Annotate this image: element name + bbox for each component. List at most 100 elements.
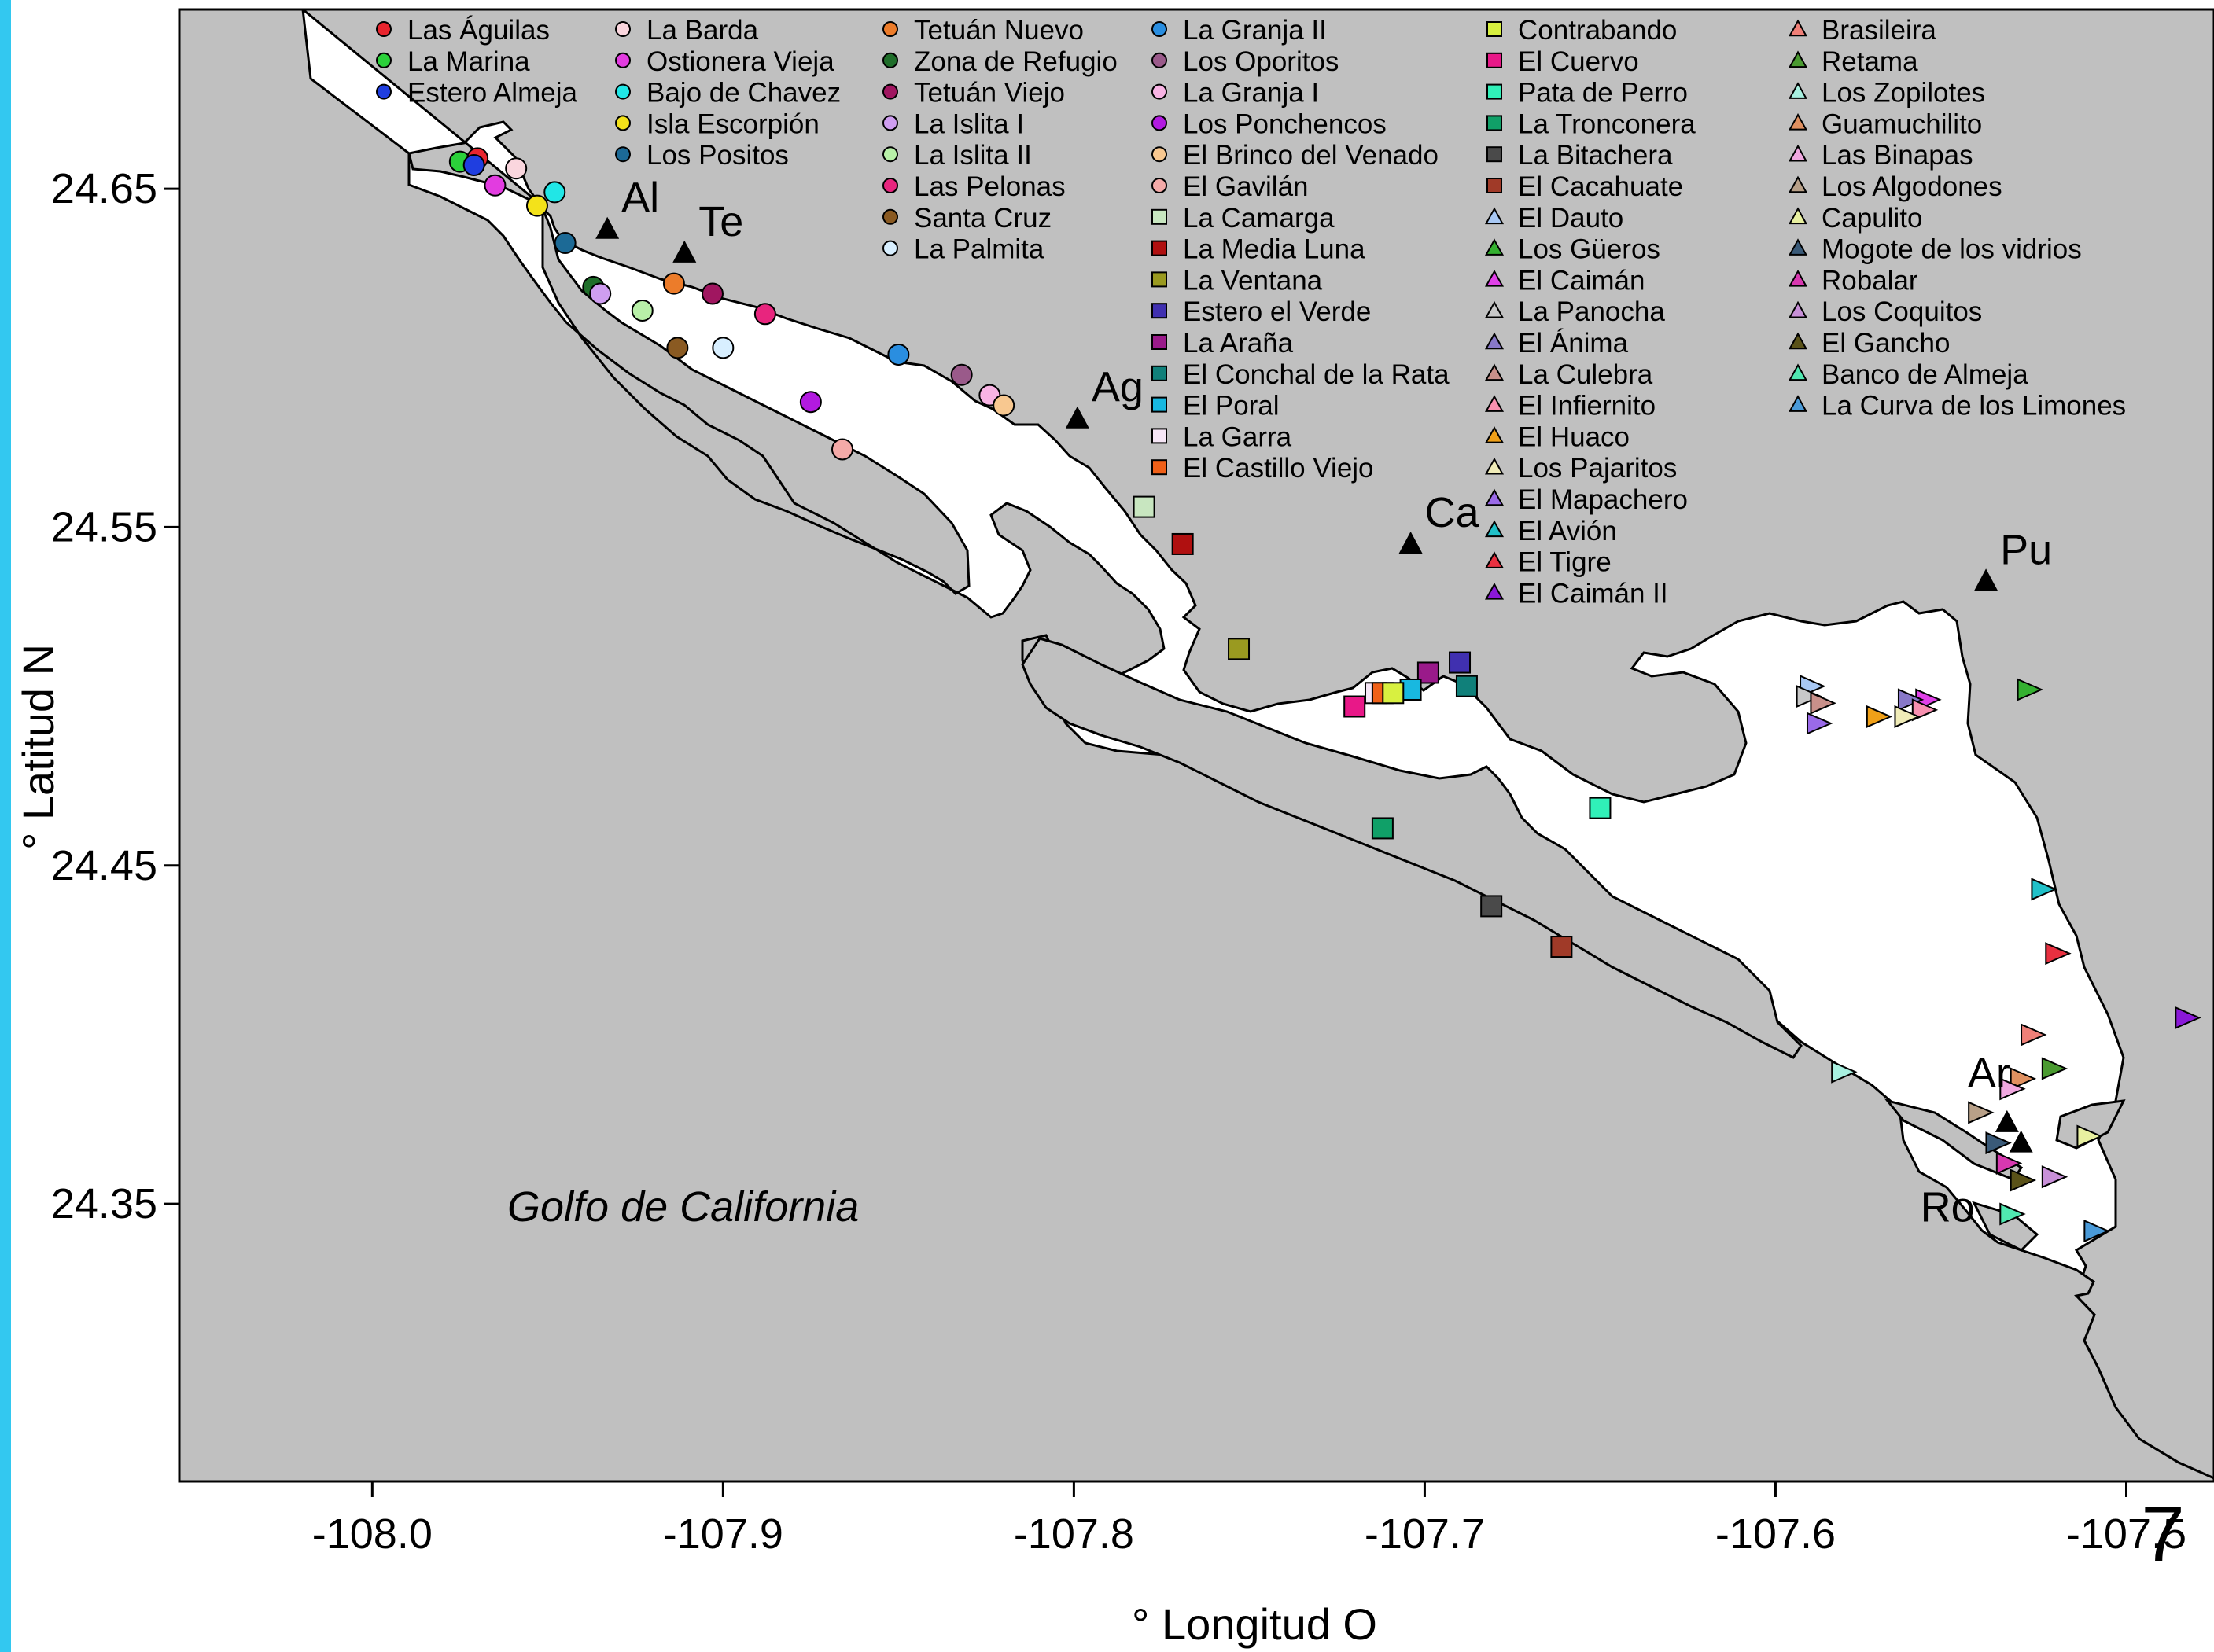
legend-marker — [1484, 551, 1505, 568]
site-marker — [2175, 1006, 2201, 1029]
legend-marker — [1151, 365, 1167, 381]
site-marker — [993, 394, 1015, 417]
legend-marker — [1788, 332, 1808, 350]
legend-label: Capulito — [1822, 203, 1922, 234]
legend-marker — [1151, 146, 1167, 163]
site-marker — [525, 194, 548, 217]
town-label: Ar — [1968, 1050, 2010, 1097]
y-tick-label: 24.45 — [51, 842, 157, 889]
legend-marker — [1484, 582, 1505, 600]
site-marker — [1806, 712, 1833, 735]
x-tick-label: -107.5 — [2066, 1510, 2186, 1558]
legend-label: Las Binapas — [1822, 140, 1973, 171]
legend-label: Retama — [1822, 46, 1918, 77]
legend-marker — [1788, 207, 1808, 225]
site-marker — [484, 174, 507, 197]
legend-label: El Brinco del Venado — [1183, 140, 1439, 171]
site-marker — [1911, 698, 1939, 722]
y-tick-label: 24.35 — [51, 1180, 157, 1227]
legend-label: La Culebra — [1518, 359, 1653, 390]
legend-marker — [1484, 520, 1505, 538]
town-label: Ca — [1425, 489, 1480, 536]
legend-marker — [1486, 83, 1502, 100]
site-marker — [462, 153, 485, 176]
legend-marker — [882, 178, 898, 193]
legend-marker — [1484, 425, 1505, 443]
site-marker — [2010, 1168, 2037, 1192]
legend-label: La Panocha — [1518, 296, 1665, 327]
site-marker — [2045, 942, 2072, 966]
legend-label: El Cuervo — [1518, 46, 1639, 77]
x-tick-label: -107.9 — [663, 1510, 783, 1558]
site-marker — [701, 282, 724, 305]
legend-label: La Curva de los Limones — [1822, 391, 2126, 421]
site-marker — [2083, 1220, 2110, 1243]
legend-label: El Poral — [1183, 391, 1280, 421]
legend-label: Pata de Perro — [1518, 78, 1688, 109]
site-marker — [1796, 685, 1823, 708]
legend-label: El Ánima — [1518, 328, 1629, 359]
legend-label: La Islita II — [914, 140, 1032, 171]
legend-label: El Conchal de la Rata — [1183, 359, 1450, 390]
site-marker — [554, 231, 577, 254]
site-marker — [666, 337, 689, 359]
legend-marker — [1151, 271, 1167, 288]
legend-marker — [615, 21, 631, 37]
y-axis-title: ° Latitud N — [13, 644, 63, 850]
legend-label: Banco de Almeja — [1822, 359, 2028, 390]
town-marker — [672, 240, 697, 263]
town-marker — [1065, 406, 1089, 429]
legend-marker — [1486, 115, 1502, 131]
site-marker — [505, 157, 528, 180]
legend-marker — [1486, 178, 1502, 193]
legend-label: El Dauto — [1518, 203, 1623, 234]
site-marker — [1449, 651, 1472, 674]
legend-label: El Castillo Viejo — [1183, 453, 1374, 484]
x-tick-label: -108.0 — [312, 1510, 433, 1558]
legend-marker — [1484, 207, 1505, 225]
legend-label: El Caimán II — [1518, 578, 1668, 609]
legend-marker — [1484, 332, 1505, 350]
legend-marker — [882, 52, 898, 68]
site-marker — [2010, 1067, 2037, 1091]
legend-marker — [1151, 240, 1167, 256]
site-marker — [712, 337, 735, 359]
town-marker — [2009, 1130, 2033, 1153]
legend-marker — [1788, 175, 1808, 193]
legend-label: La Araña — [1183, 328, 1294, 359]
legend-marker — [882, 208, 898, 225]
legend-marker — [1484, 300, 1505, 318]
site-marker — [1371, 817, 1394, 840]
legend-marker — [1151, 178, 1167, 193]
legend-marker — [1788, 112, 1808, 131]
legend-label: La Media Luna — [1183, 234, 1365, 265]
town-marker — [595, 216, 620, 239]
site-marker — [1228, 638, 1251, 660]
legend-marker — [1788, 300, 1808, 318]
legend-marker — [376, 52, 392, 68]
legend-label: Las Pelonas — [914, 171, 1066, 202]
legend-label: La Barda — [647, 15, 759, 46]
legend-marker — [615, 83, 631, 100]
site-marker — [831, 438, 854, 461]
legend-marker — [1788, 269, 1808, 287]
legend-marker — [882, 115, 898, 131]
legend-marker — [1486, 146, 1502, 163]
site-marker — [1866, 705, 1893, 728]
legend-label: Los Güeros — [1518, 234, 1660, 265]
legend-marker — [1484, 269, 1505, 287]
legend-label: Los Coquitos — [1822, 296, 1982, 327]
legend-label: Isla Escorpión — [647, 109, 820, 139]
gulf-label: Golfo de California — [507, 1183, 859, 1231]
legend-label: Contrabando — [1518, 15, 1677, 46]
site-marker — [543, 181, 566, 204]
site-marker — [2041, 1165, 2068, 1189]
legend-marker — [1484, 238, 1505, 256]
legend-label: Las Águilas — [407, 15, 550, 46]
legend-marker — [1484, 395, 1505, 412]
y-tick-label: 24.55 — [51, 503, 157, 550]
plot-border — [178, 8, 2214, 1483]
site-marker — [950, 363, 973, 386]
small-island — [2055, 1099, 2126, 1150]
